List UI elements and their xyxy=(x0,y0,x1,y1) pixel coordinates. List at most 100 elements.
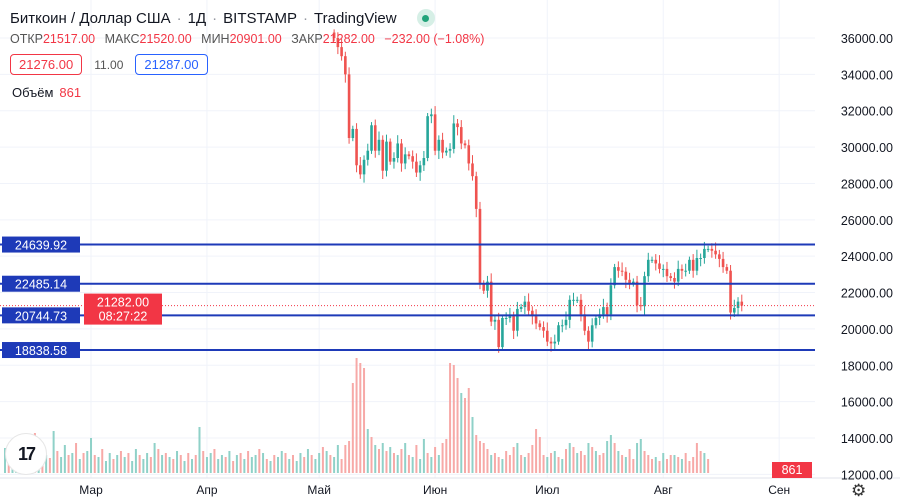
time-tick-label: Май xyxy=(307,483,331,497)
candle-body xyxy=(418,165,422,173)
volume-bar xyxy=(613,443,616,473)
volume-bar xyxy=(97,457,100,473)
low-value: 20901.00 xyxy=(229,32,282,46)
volume-bar xyxy=(52,431,55,473)
volume-bar xyxy=(187,453,190,473)
volume-bar xyxy=(243,459,246,473)
ohlc-values: ОТКР21517.00 МАКС21520.00 МИН20901.00 ЗА… xyxy=(10,32,490,46)
price-tick-label: 34000.00 xyxy=(841,68,893,82)
buy-button[interactable]: 21287.00 xyxy=(135,54,208,75)
market-status-icon[interactable] xyxy=(416,9,435,27)
candle-body xyxy=(736,301,740,308)
volume-bar xyxy=(78,459,81,473)
time-tick-label: Мар xyxy=(79,483,103,497)
volume-legend: Объём 861 xyxy=(12,85,81,100)
volume-bar xyxy=(501,459,504,473)
volume-bar xyxy=(419,459,422,473)
gear-icon[interactable]: ⚙ xyxy=(851,481,867,500)
separator: · xyxy=(176,9,182,27)
volume-bar xyxy=(359,363,362,473)
volume-bar xyxy=(269,461,272,473)
sell-button[interactable]: 21276.00 xyxy=(10,54,83,75)
volume-bar xyxy=(591,447,594,473)
price-tick-label: 28000.00 xyxy=(841,177,893,191)
candle-body xyxy=(575,299,579,301)
volume-bar xyxy=(665,459,668,473)
volume-bar xyxy=(333,457,336,473)
volume-bar xyxy=(695,443,698,473)
candle-body xyxy=(403,154,407,164)
volume-bar xyxy=(198,427,201,473)
candle-body xyxy=(650,259,654,261)
level-price-label xyxy=(2,236,80,253)
time-tick-label: Сен xyxy=(768,483,790,497)
volume-bar xyxy=(164,453,167,473)
volume-bar xyxy=(441,443,444,473)
candle-body xyxy=(504,318,508,319)
interval[interactable]: 1Д xyxy=(187,9,207,27)
volume-bar xyxy=(475,435,478,473)
volume-bar xyxy=(161,455,164,473)
volume-bar xyxy=(561,459,564,473)
candle-body xyxy=(373,125,377,151)
candle-body xyxy=(422,158,426,166)
volume-bar xyxy=(116,455,119,473)
candle-body xyxy=(546,330,549,342)
volume-bar xyxy=(351,383,354,473)
volume-bar xyxy=(456,378,459,473)
candle-body xyxy=(430,114,433,117)
volume-bar xyxy=(45,455,48,473)
volume-bar xyxy=(430,457,433,473)
volume-bar xyxy=(194,455,197,473)
candle-body xyxy=(407,154,411,157)
tradingview-logo[interactable]: 17 xyxy=(5,433,47,475)
price-axis[interactable]: 36000.00 34000.00 32000.00 30000.00 28000.00… xyxy=(841,32,893,482)
volume-bar xyxy=(60,457,63,473)
candle-body xyxy=(519,307,523,309)
volume-bar xyxy=(112,459,115,473)
candle-body xyxy=(415,161,418,173)
volume-bar xyxy=(482,443,485,473)
candle-body xyxy=(456,123,459,128)
volume-bar xyxy=(531,445,534,473)
volume-bar xyxy=(550,453,553,473)
candle-body xyxy=(706,248,710,250)
candle-body xyxy=(362,159,366,175)
candle-body xyxy=(613,267,616,286)
last-price-text: 21282.00 xyxy=(97,296,149,310)
volume-bar xyxy=(557,457,560,473)
volume-bar xyxy=(632,459,635,473)
volume-bar xyxy=(628,449,631,473)
volume-bar xyxy=(157,449,160,473)
volume-bar xyxy=(411,457,414,473)
time-axis[interactable]: Мар Апр Май Июн Июл Авг Сен xyxy=(79,483,790,497)
volume-bar xyxy=(348,441,351,473)
price-tick-label: 22000.00 xyxy=(841,287,893,301)
price-tick-label: 18000.00 xyxy=(841,359,893,373)
volume-bar xyxy=(415,445,418,473)
volume-bar xyxy=(609,435,612,473)
volume-bar xyxy=(677,457,680,473)
volume-bar xyxy=(329,455,332,473)
volume-bar xyxy=(146,453,149,473)
volume-bar xyxy=(565,449,567,473)
candle-body xyxy=(684,270,687,272)
symbol-name[interactable]: Биткоин / Доллар США xyxy=(10,9,171,27)
volume-bar xyxy=(75,443,78,473)
volume-bar xyxy=(168,457,171,473)
volume-bar xyxy=(318,453,321,473)
candle-body xyxy=(740,301,744,306)
volume-bar xyxy=(202,451,205,473)
volume-bar xyxy=(579,451,582,473)
volume-bar xyxy=(235,455,238,473)
candle-body xyxy=(620,270,624,272)
price-tick-label: 26000.00 xyxy=(841,214,893,228)
candle-body xyxy=(725,267,729,271)
volume-bar xyxy=(381,443,384,473)
volume-bar xyxy=(262,453,265,473)
candle-body xyxy=(572,299,575,301)
volume-bar xyxy=(303,457,306,473)
candle-body xyxy=(632,281,635,284)
exchange: BITSTAMP xyxy=(223,9,298,27)
